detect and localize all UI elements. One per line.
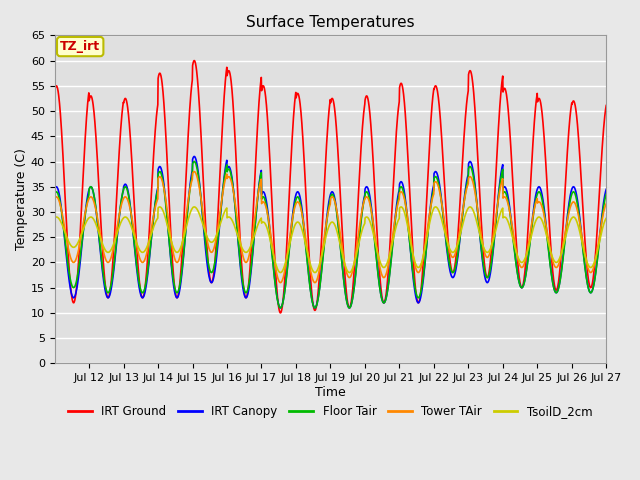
Y-axis label: Temperature (C): Temperature (C)	[15, 148, 28, 250]
Legend: IRT Ground, IRT Canopy, Floor Tair, Tower TAir, TsoilD_2cm: IRT Ground, IRT Canopy, Floor Tair, Towe…	[63, 401, 597, 423]
X-axis label: Time: Time	[315, 386, 346, 399]
Text: TZ_irt: TZ_irt	[60, 40, 100, 53]
Title: Surface Temperatures: Surface Temperatures	[246, 15, 415, 30]
